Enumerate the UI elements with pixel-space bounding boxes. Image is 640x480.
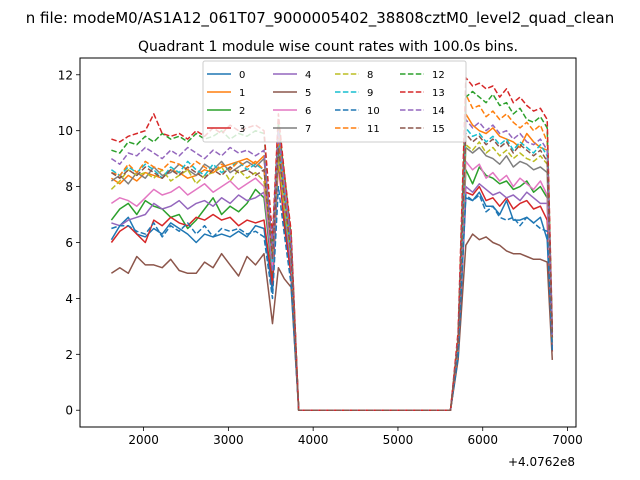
- series-line-10: [111, 185, 554, 411]
- legend-label-13: 13: [432, 88, 445, 99]
- legend-label-9: 9: [367, 88, 373, 99]
- legend-label-2: 2: [239, 106, 245, 117]
- y-tick-label: 8: [65, 180, 73, 194]
- x-tick-label: 6000: [467, 433, 498, 447]
- y-tick-label: 4: [65, 292, 73, 306]
- legend-label-7: 7: [305, 124, 311, 135]
- chart-title: Quadrant 1 module wise count rates with …: [138, 39, 518, 55]
- series-line-3: [110, 160, 554, 411]
- x-axis: 2000 3000 4000 5000 6000 7000: [128, 427, 583, 447]
- legend-label-10: 10: [367, 106, 380, 117]
- x-axis-offset-label: +4.0762e8: [508, 455, 575, 469]
- legend-label-6: 6: [305, 106, 311, 117]
- plot-area: [79, 57, 577, 428]
- x-tick-label: 5000: [383, 433, 414, 447]
- legend-label-8: 8: [367, 70, 373, 81]
- y-axis: 0 2 4 6 8 10 12: [58, 68, 80, 418]
- x-tick-label: 2000: [128, 433, 159, 447]
- x-tick-label: 4000: [298, 433, 329, 447]
- series-line-1: [110, 113, 554, 411]
- x-tick-label: 3000: [213, 433, 244, 447]
- legend-label-0: 0: [239, 70, 245, 81]
- y-tick-label: 10: [58, 124, 73, 138]
- legend-label-11: 11: [367, 124, 380, 135]
- legend-label-14: 14: [432, 106, 445, 117]
- series-line-5: [110, 233, 554, 411]
- series-line-8: [110, 141, 554, 411]
- legend-label-5: 5: [305, 88, 311, 99]
- legend-label-12: 12: [432, 70, 445, 81]
- series-line-2: [110, 143, 554, 411]
- legend-box: [202, 60, 467, 143]
- legend-label-3: 3: [239, 124, 245, 135]
- y-tick-label: 6: [65, 236, 73, 250]
- x-tick-label: 7000: [552, 433, 583, 447]
- y-tick-label: 2: [65, 348, 73, 362]
- legend-label-4: 4: [305, 70, 311, 81]
- y-tick-label: 0: [65, 404, 73, 418]
- y-tick-label: 12: [58, 68, 73, 82]
- series-layer: [110, 76, 554, 411]
- legend-label-1: 1: [239, 88, 245, 99]
- figure-suptitle: n file: modeM0/AS1A12_061T07_9000005402_…: [26, 9, 615, 28]
- legend-label-15: 15: [432, 124, 445, 135]
- series-line-4: [111, 157, 554, 411]
- series-line-6: [110, 141, 554, 411]
